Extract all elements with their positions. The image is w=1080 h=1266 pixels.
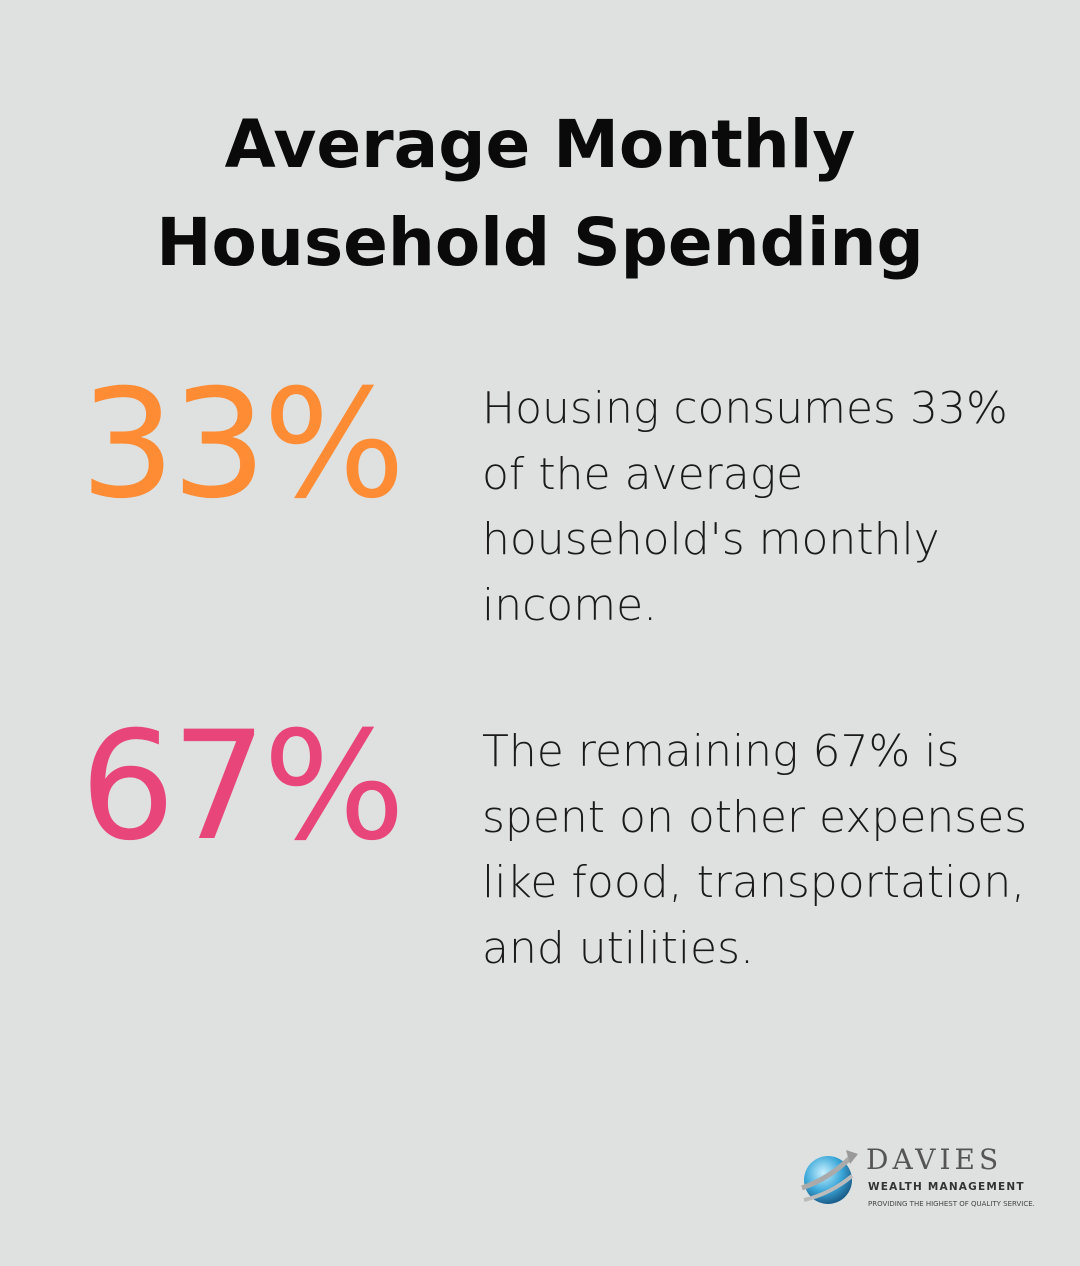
stat-description-housing: Housing consumes 33% of the average hous… — [482, 383, 1008, 631]
title-line-2: Household Spending — [156, 204, 924, 281]
globe-icon — [801, 1150, 858, 1204]
page-title: Average Monthly Household Spending — [0, 96, 1080, 292]
title-line-1: Average Monthly — [224, 106, 856, 183]
company-logo: DAVIES WEALTH MANAGEMENT PROVIDING THE H… — [800, 1144, 1060, 1216]
stat-value-other: 67% — [80, 700, 405, 874]
logo-subtitle: WEALTH MANAGEMENT — [868, 1181, 1025, 1193]
stat-value-housing: 33% — [80, 358, 405, 532]
stat-description-other: The remaining 67% is spent on other expe… — [482, 726, 1028, 974]
logo-tagline: PROVIDING THE HIGHEST OF QUALITY SERVICE… — [868, 1200, 1035, 1208]
logo-brand: DAVIES — [866, 1143, 1003, 1176]
